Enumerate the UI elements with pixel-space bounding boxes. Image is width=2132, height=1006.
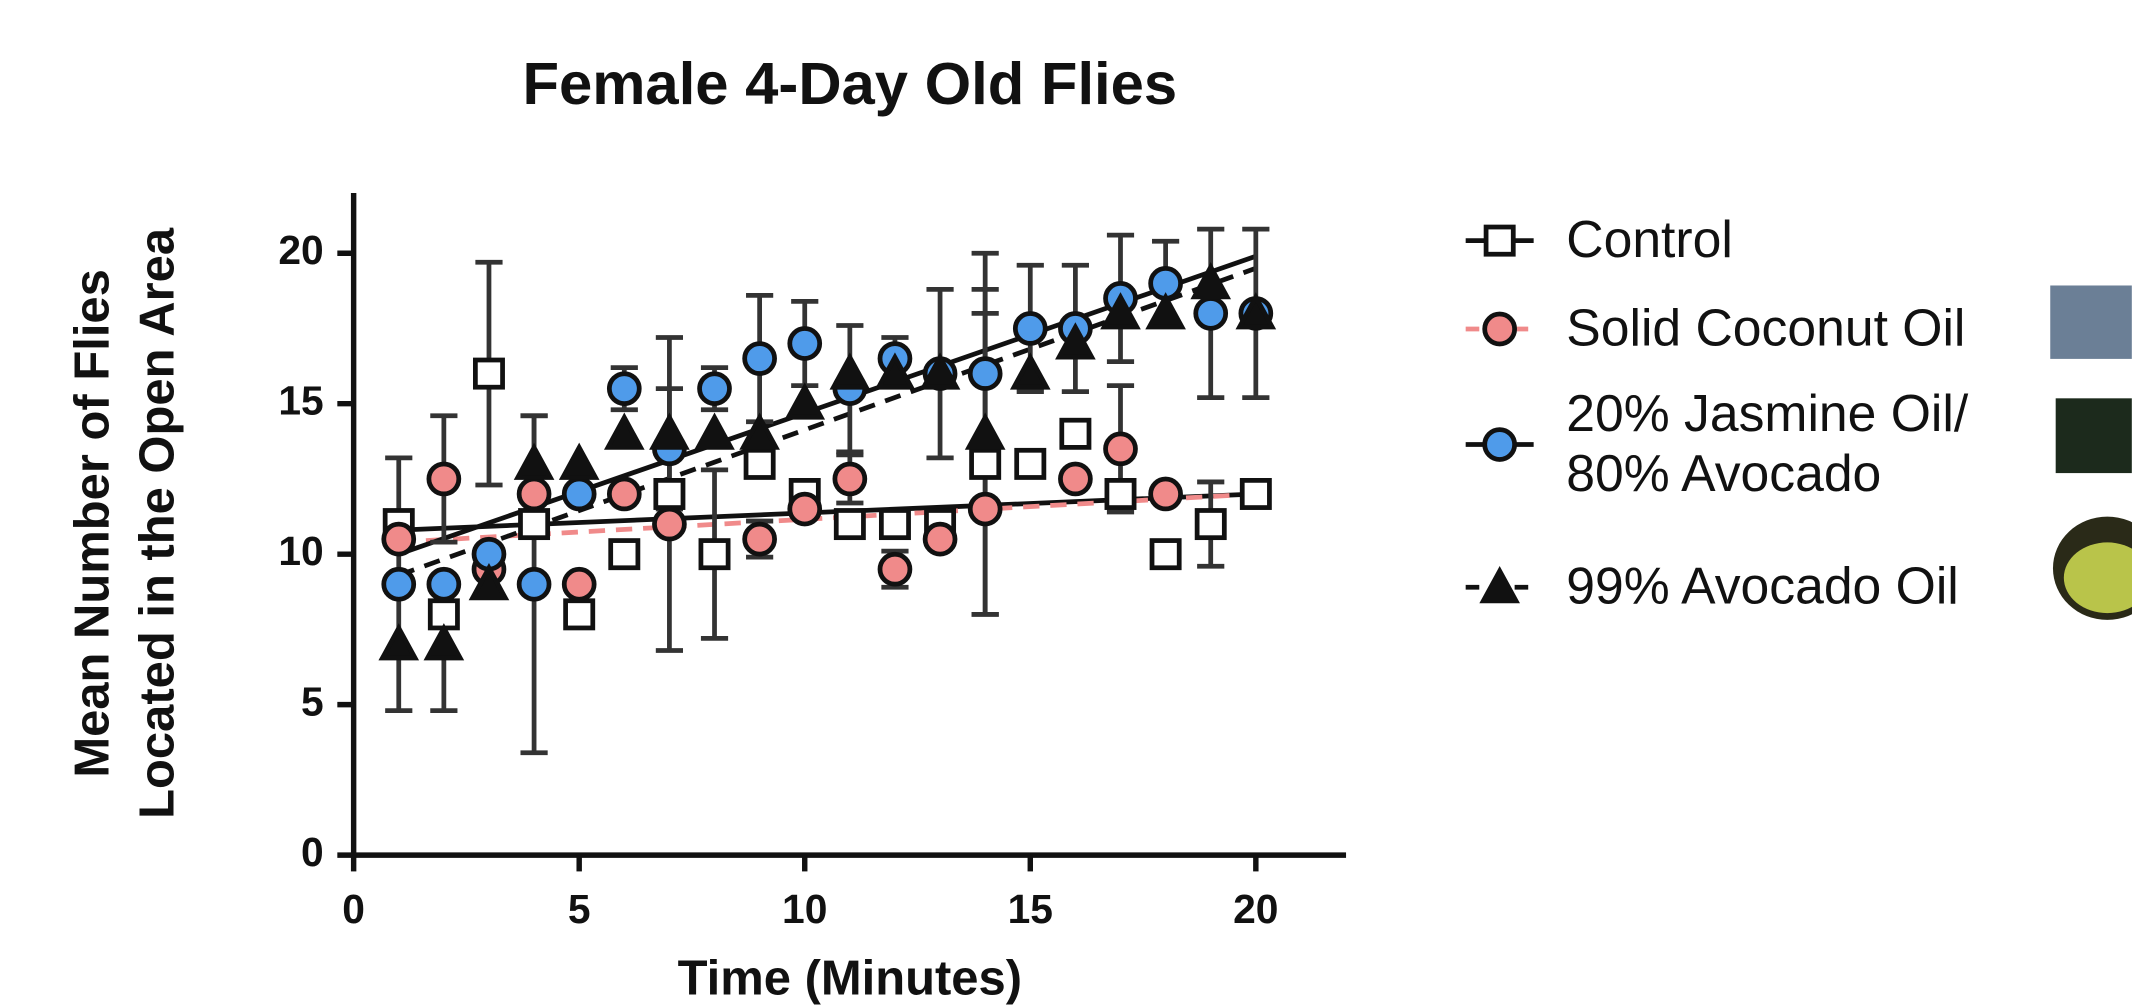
marker [969, 447, 1002, 480]
marker [516, 566, 552, 602]
legend-label: Solid Coconut Oil [1566, 300, 1966, 358]
legend-item: Control [1566, 121, 2042, 360]
chart-title: Female 4-Day Old Flies [522, 50, 1177, 117]
marker [381, 566, 417, 602]
x-tick-label: 10 [782, 886, 827, 932]
y-axis-label: Mean Number of Flies [65, 269, 119, 778]
marker [878, 508, 911, 541]
legend-item: 99% Avocado Oil [1566, 468, 2042, 707]
legend-wrap: 99% Avocado Oil [1566, 468, 2042, 707]
jasmine-photo [2055, 398, 2132, 474]
marker [787, 491, 823, 527]
marker [426, 566, 462, 602]
marker [922, 521, 958, 557]
marker [1239, 478, 1272, 510]
legend-label: Control [1566, 212, 1733, 270]
x-tick-label: 15 [1008, 886, 1053, 932]
marker [964, 412, 1006, 450]
marker [698, 538, 731, 571]
marker [787, 326, 823, 361]
x-tick-label: 20 [1233, 886, 1278, 932]
marker [426, 461, 462, 497]
marker [1058, 461, 1093, 497]
marker [423, 623, 465, 661]
marker [739, 412, 780, 450]
marker [874, 352, 916, 390]
marker [967, 491, 1003, 527]
marker [606, 371, 642, 406]
legend-label: 99% Avocado Oil [1566, 558, 1959, 616]
marker [697, 371, 732, 406]
marker [967, 356, 1003, 391]
marker [1483, 224, 1516, 257]
marker [558, 442, 600, 480]
marker [472, 357, 505, 390]
marker [829, 352, 871, 390]
marker [1055, 322, 1096, 360]
marker [742, 521, 777, 557]
marker [608, 538, 641, 571]
marker [833, 508, 866, 541]
legend-wrap: Solid Coconut Oil [1566, 209, 2042, 448]
marker [1014, 447, 1047, 480]
marker [378, 623, 420, 661]
marker [1104, 478, 1137, 510]
y-tick-label: 0 [301, 829, 324, 875]
marker [1194, 508, 1227, 541]
marker [649, 412, 690, 450]
x-axis-label: Time (Minutes) [678, 951, 1022, 1005]
marker [513, 442, 555, 480]
marker [1193, 296, 1229, 331]
marker [832, 461, 868, 497]
y-tick-label: 20 [278, 227, 323, 273]
marker [1145, 292, 1186, 330]
marker [381, 521, 417, 557]
x-tick-label: 0 [342, 886, 365, 932]
marker [606, 476, 642, 512]
marker [1009, 352, 1051, 390]
marker [743, 447, 776, 480]
marker [652, 506, 687, 542]
avocado-flesh [2063, 542, 2132, 614]
marker [1059, 417, 1092, 450]
legend-item: 20% Jasmine Oil/ 80% Avocado [1566, 325, 2042, 564]
marker [919, 352, 961, 390]
marker [653, 478, 686, 510]
y-tick-label: 5 [301, 678, 324, 724]
marker [1482, 311, 1518, 347]
legend-item: Solid Coconut Oil [1566, 209, 2042, 448]
coconut-photo [2050, 285, 2132, 359]
marker [1482, 427, 1518, 462]
marker [1012, 311, 1048, 346]
legend-wrap: 20% Jasmine Oil/ 80% Avocado [1566, 325, 2042, 564]
marker [877, 551, 913, 587]
marker [1148, 476, 1183, 512]
marker [694, 412, 735, 450]
marker [1100, 292, 1141, 330]
x-tick-label: 5 [568, 886, 591, 932]
marker [1149, 538, 1182, 571]
marker [516, 476, 552, 512]
marker [1479, 566, 1520, 604]
legend-wrap: Control [1566, 121, 2042, 360]
marker [518, 508, 551, 541]
y-axis-label: Located in the Open Area [131, 227, 185, 819]
marker [468, 562, 510, 601]
marker [561, 566, 597, 602]
marker [1103, 431, 1138, 467]
y-tick-label: 10 [278, 528, 323, 574]
marker [1235, 292, 1277, 330]
marker [563, 598, 596, 631]
marker [742, 341, 777, 376]
marker [561, 476, 597, 512]
marker [603, 412, 645, 450]
legend-label: 20% Jasmine Oil/ 80% Avocado [1566, 386, 1969, 503]
marker [784, 382, 826, 420]
marker [1190, 262, 1232, 300]
y-tick-label: 15 [278, 377, 323, 423]
